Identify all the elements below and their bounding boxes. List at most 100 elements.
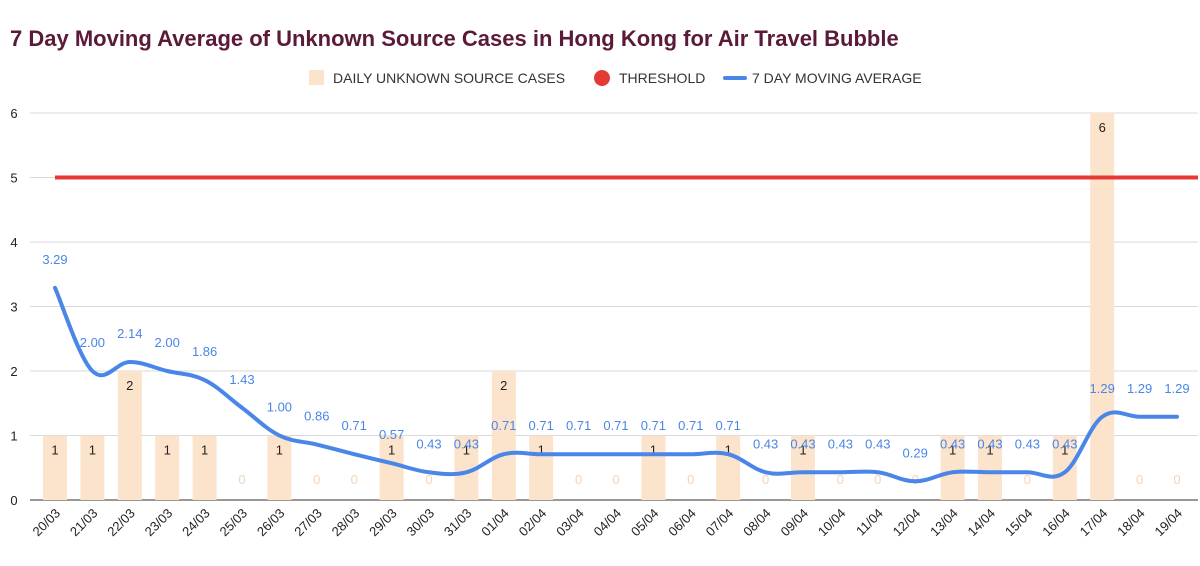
moving-average-data-label: 0.43 (790, 436, 815, 451)
bar (192, 435, 217, 500)
moving-average-data-label: 0.57 (379, 427, 404, 442)
bar-data-label: 1 (799, 443, 806, 458)
moving-average-data-label: 0.71 (716, 418, 741, 433)
moving-average-data-label: 0.43 (1052, 436, 1077, 451)
moving-average-data-label: 0.86 (304, 409, 329, 424)
moving-average-data-label: 1.29 (1090, 381, 1115, 396)
bar-data-label: 0 (575, 472, 582, 487)
moving-average-data-label: 0.43 (977, 436, 1002, 451)
moving-average-data-label: 1.00 (267, 400, 292, 415)
chart-title: 7 Day Moving Average of Unknown Source C… (10, 26, 899, 51)
x-tick-label: 29/03 (366, 506, 400, 540)
bar-data-label: 0 (837, 472, 844, 487)
x-tick-label: 08/04 (740, 506, 774, 540)
bar (491, 371, 516, 500)
bar (529, 435, 554, 500)
moving-average-data-label: 1.29 (1164, 381, 1189, 396)
bar-data-label: 0 (351, 472, 358, 487)
bar (940, 435, 965, 500)
bar (155, 435, 180, 500)
bar (379, 435, 404, 500)
bar-data-label: 0 (687, 472, 694, 487)
y-tick-label: 2 (10, 364, 17, 379)
x-tick-label: 03/04 (553, 506, 587, 540)
x-tick-label: 26/03 (254, 506, 288, 540)
x-tick-label: 04/04 (591, 506, 625, 540)
bar-data-label: 1 (51, 443, 58, 458)
bar-data-label: 0 (762, 472, 769, 487)
moving-average-data-label: 0.43 (1015, 436, 1040, 451)
bar-data-label: 1 (201, 443, 208, 458)
x-tick-label: 22/03 (104, 506, 138, 540)
x-tick-label: 30/03 (404, 506, 438, 540)
bar-data-label: 1 (650, 443, 657, 458)
moving-average-data-label: 0.71 (641, 418, 666, 433)
y-tick-label: 4 (10, 235, 17, 250)
bar-data-label: 1 (725, 443, 732, 458)
moving-average-data-label: 3.29 (42, 252, 67, 267)
bar-data-label: 0 (1024, 472, 1031, 487)
bar (1052, 435, 1077, 500)
x-tick-label: 07/04 (703, 506, 737, 540)
x-tick-label: 23/03 (142, 506, 176, 540)
bar-data-label: 1 (1061, 443, 1068, 458)
x-tick-label: 01/04 (478, 506, 512, 540)
legend-label-bar: DAILY UNKNOWN SOURCE CASES (333, 70, 565, 86)
bar (1090, 113, 1115, 500)
legend-swatch-bar (309, 70, 324, 85)
bar-data-label: 1 (538, 443, 545, 458)
moving-average-data-label: 1.43 (229, 372, 254, 387)
x-tick-label: 25/03 (217, 506, 251, 540)
x-tick-label: 09/04 (778, 506, 812, 540)
x-tick-label: 20/03 (30, 506, 64, 540)
moving-average-data-label: 0.29 (903, 445, 928, 460)
bar (80, 435, 105, 500)
moving-average-data-label: 2.00 (80, 335, 105, 350)
bar (117, 371, 142, 500)
bar-data-label: 0 (238, 472, 245, 487)
moving-average-data-label: 0.71 (342, 418, 367, 433)
bar-data-label: 1 (949, 443, 956, 458)
y-tick-label: 1 (10, 429, 17, 444)
moving-average-data-label: 0.71 (491, 418, 516, 433)
bar-data-label: 1 (463, 443, 470, 458)
bar (716, 435, 741, 500)
bar-data-label: 1 (164, 443, 171, 458)
y-tick-label: 5 (10, 171, 17, 186)
moving-average-labels: 3.29 2.00 2.14 2.00 1.86 1.43 1.00 0.86 0.71 0.57… (42, 252, 1189, 461)
x-tick-label: 21/03 (67, 506, 101, 540)
moving-average-data-label: 0.43 (753, 436, 778, 451)
bar-data-label: 2 (126, 378, 133, 393)
moving-average-data-label: 0.43 (454, 436, 479, 451)
x-tick-label: 15/04 (1002, 506, 1036, 540)
bar (978, 435, 1002, 500)
bar-data-label: 0 (612, 472, 619, 487)
legend: DAILY UNKNOWN SOURCE CASES THRESHOLD 7 DAY… (309, 70, 922, 86)
bar-data-label: 1 (388, 443, 395, 458)
legend-label-threshold: THRESHOLD (619, 70, 705, 86)
moving-average-data-label: 0.71 (603, 418, 628, 433)
bar-data-label: 1 (89, 443, 96, 458)
legend-label-average: 7 DAY MOVING AVERAGE (752, 70, 922, 86)
moving-average-data-label: 0.43 (940, 436, 965, 451)
moving-average-data-label: 2.14 (117, 326, 142, 341)
x-tick-label: 02/04 (516, 506, 550, 540)
x-tick-label: 06/04 (665, 506, 699, 540)
bar-data-label: 0 (874, 472, 881, 487)
bar-data-label: 2 (500, 378, 507, 393)
bar (267, 435, 292, 500)
x-tick-label: 28/03 (329, 506, 363, 540)
bar-data-label: 0 (1136, 472, 1143, 487)
bar-data-label: 6 (1099, 120, 1106, 135)
x-tick-label: 27/03 (291, 506, 325, 540)
bar (641, 435, 666, 500)
bar-data-label: 1 (276, 443, 283, 458)
x-tick-label: 18/04 (1114, 506, 1148, 540)
moving-average-data-label: 0.71 (678, 418, 703, 433)
y-tick-label: 3 (10, 300, 17, 315)
x-tick-label: 31/03 (441, 506, 475, 540)
x-tick-label: 13/04 (927, 506, 961, 540)
y-tick-label: 6 (10, 106, 17, 121)
